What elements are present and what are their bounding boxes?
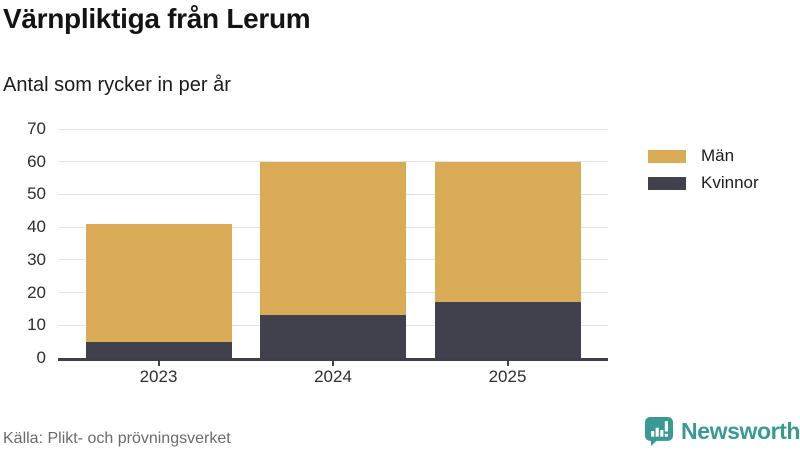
legend-swatch-kvinnor xyxy=(648,176,686,190)
y-tick-label: 30 xyxy=(27,249,46,269)
source-note: Källa: Plikt- och prövningsverket xyxy=(3,430,231,447)
bar-2025-kvinnor xyxy=(434,302,581,358)
newsworthy-logo[interactable]: Newsworthy xyxy=(644,416,800,447)
x-axis-tick xyxy=(332,360,334,366)
x-axis-tick xyxy=(506,360,509,366)
chart-subtitle: Antal som rycker in per år xyxy=(3,74,231,96)
gridline-70 xyxy=(58,128,608,130)
legend-swatch-män xyxy=(648,149,686,163)
chart-title: Värnpliktiga från Lerum xyxy=(3,3,311,34)
y-tick-label: 70 xyxy=(27,119,46,138)
bar-2023-män xyxy=(85,223,232,342)
y-tick-label: 50 xyxy=(27,184,46,204)
x-tick-label: 2024 xyxy=(314,367,352,386)
y-tick-label: 10 xyxy=(27,315,46,335)
x-axis-labels: 2023 2024 2025 xyxy=(58,366,608,390)
legend-item-kvinnor: Kvinnor xyxy=(648,173,759,192)
legend-label: Kvinnor xyxy=(701,173,759,192)
newsworthy-wordmark: Newsworthy xyxy=(681,418,800,444)
x-tick-label: 2025 xyxy=(488,367,527,386)
bar-chart-speech-bubble-icon xyxy=(644,416,674,447)
y-tick-label: 40 xyxy=(27,217,46,237)
bar-2025-män xyxy=(434,161,581,303)
x-axis-tick xyxy=(157,360,160,366)
x-tick-label: 2023 xyxy=(139,367,178,386)
plot-area xyxy=(58,128,608,366)
bar-2023-kvinnor xyxy=(85,341,232,358)
legend-item-män: Män xyxy=(648,146,759,165)
bar-2024-män xyxy=(260,161,406,316)
legend-label: Män xyxy=(701,146,735,165)
legend: Män Kvinnor xyxy=(648,146,759,201)
bar-2024-kvinnor xyxy=(260,315,406,358)
x-axis-line xyxy=(58,358,608,361)
y-tick-label: 0 xyxy=(36,348,46,367)
y-tick-label: 20 xyxy=(27,282,46,302)
y-tick-label: 60 xyxy=(27,151,46,171)
gridline-60 xyxy=(58,161,608,163)
y-axis: 0 10 20 30 40 50 60 70 xyxy=(0,119,46,367)
